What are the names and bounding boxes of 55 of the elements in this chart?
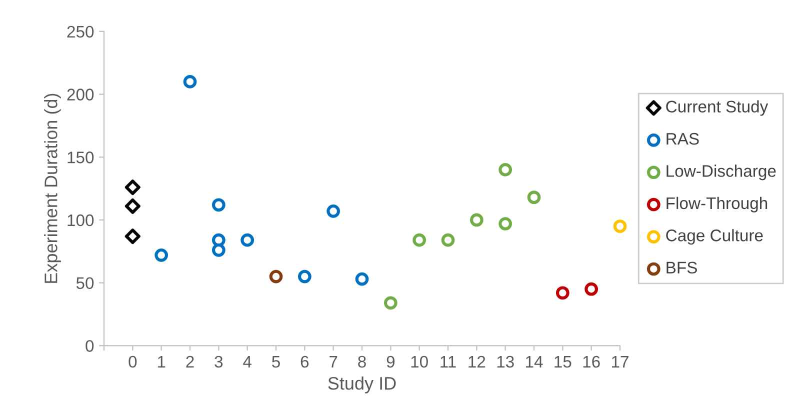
- x-tick-label: 16: [583, 356, 600, 368]
- x-tick-label: 12: [468, 356, 486, 368]
- point: [326, 204, 340, 218]
- x-tick-label: 8: [358, 356, 366, 368]
- x-tick-label: 3: [214, 356, 223, 368]
- x-tick-label: 11: [440, 356, 456, 368]
- point: [556, 286, 570, 300]
- x-tick-label: 4: [243, 356, 252, 368]
- y-axis-title: Experiment Duration (d): [44, 94, 61, 283]
- x-tick-label: 0: [128, 356, 137, 368]
- point: [498, 217, 512, 230]
- point: [183, 75, 197, 88]
- point: [124, 198, 140, 214]
- y-tick-label: 200: [67, 88, 94, 100]
- point: [212, 243, 226, 257]
- x-tick-label: 2: [186, 356, 194, 368]
- point: [269, 270, 283, 284]
- x-tick-label: 13: [497, 356, 514, 368]
- y-tick-label: 150: [68, 152, 94, 164]
- point: [441, 233, 455, 247]
- point: [384, 296, 398, 310]
- y-tick-label: 50: [76, 277, 94, 290]
- point: [355, 272, 369, 286]
- point: [298, 270, 312, 284]
- point: [212, 233, 226, 247]
- x-tick-label: 1: [158, 356, 166, 368]
- point: [212, 198, 226, 212]
- x-axis-title: Study ID: [328, 376, 396, 394]
- point: [498, 163, 512, 176]
- x-tick-label: 14: [526, 356, 543, 368]
- legend-label: Current Study: [666, 100, 768, 116]
- point: [584, 282, 598, 296]
- x-tick-label: 17: [612, 356, 628, 368]
- point: [240, 233, 254, 247]
- legend-label: RAS: [666, 132, 699, 145]
- x-tick-label: 10: [411, 356, 428, 368]
- x-tick-label: 6: [300, 356, 309, 368]
- x-tick-label: 9: [386, 356, 395, 368]
- point: [470, 213, 484, 227]
- point: [412, 233, 426, 247]
- legend-label: Low-Discharge: [666, 164, 776, 180]
- point: [124, 180, 140, 196]
- y-tick-label: 100: [68, 214, 94, 226]
- legend-label: Cage Culture: [666, 229, 763, 245]
- legend-label: Flow-Through: [666, 196, 768, 212]
- point: [124, 228, 140, 244]
- x-tick-label: 7: [330, 356, 338, 368]
- x-tick-label: 5: [272, 356, 280, 368]
- point: [613, 220, 627, 233]
- y-tick-label: 0: [86, 340, 94, 352]
- legend-label: BFS: [666, 262, 697, 274]
- x-tick-label: 15: [554, 356, 572, 368]
- point: [154, 248, 168, 262]
- y-tick-label: 250: [67, 26, 94, 38]
- point: [527, 190, 541, 204]
